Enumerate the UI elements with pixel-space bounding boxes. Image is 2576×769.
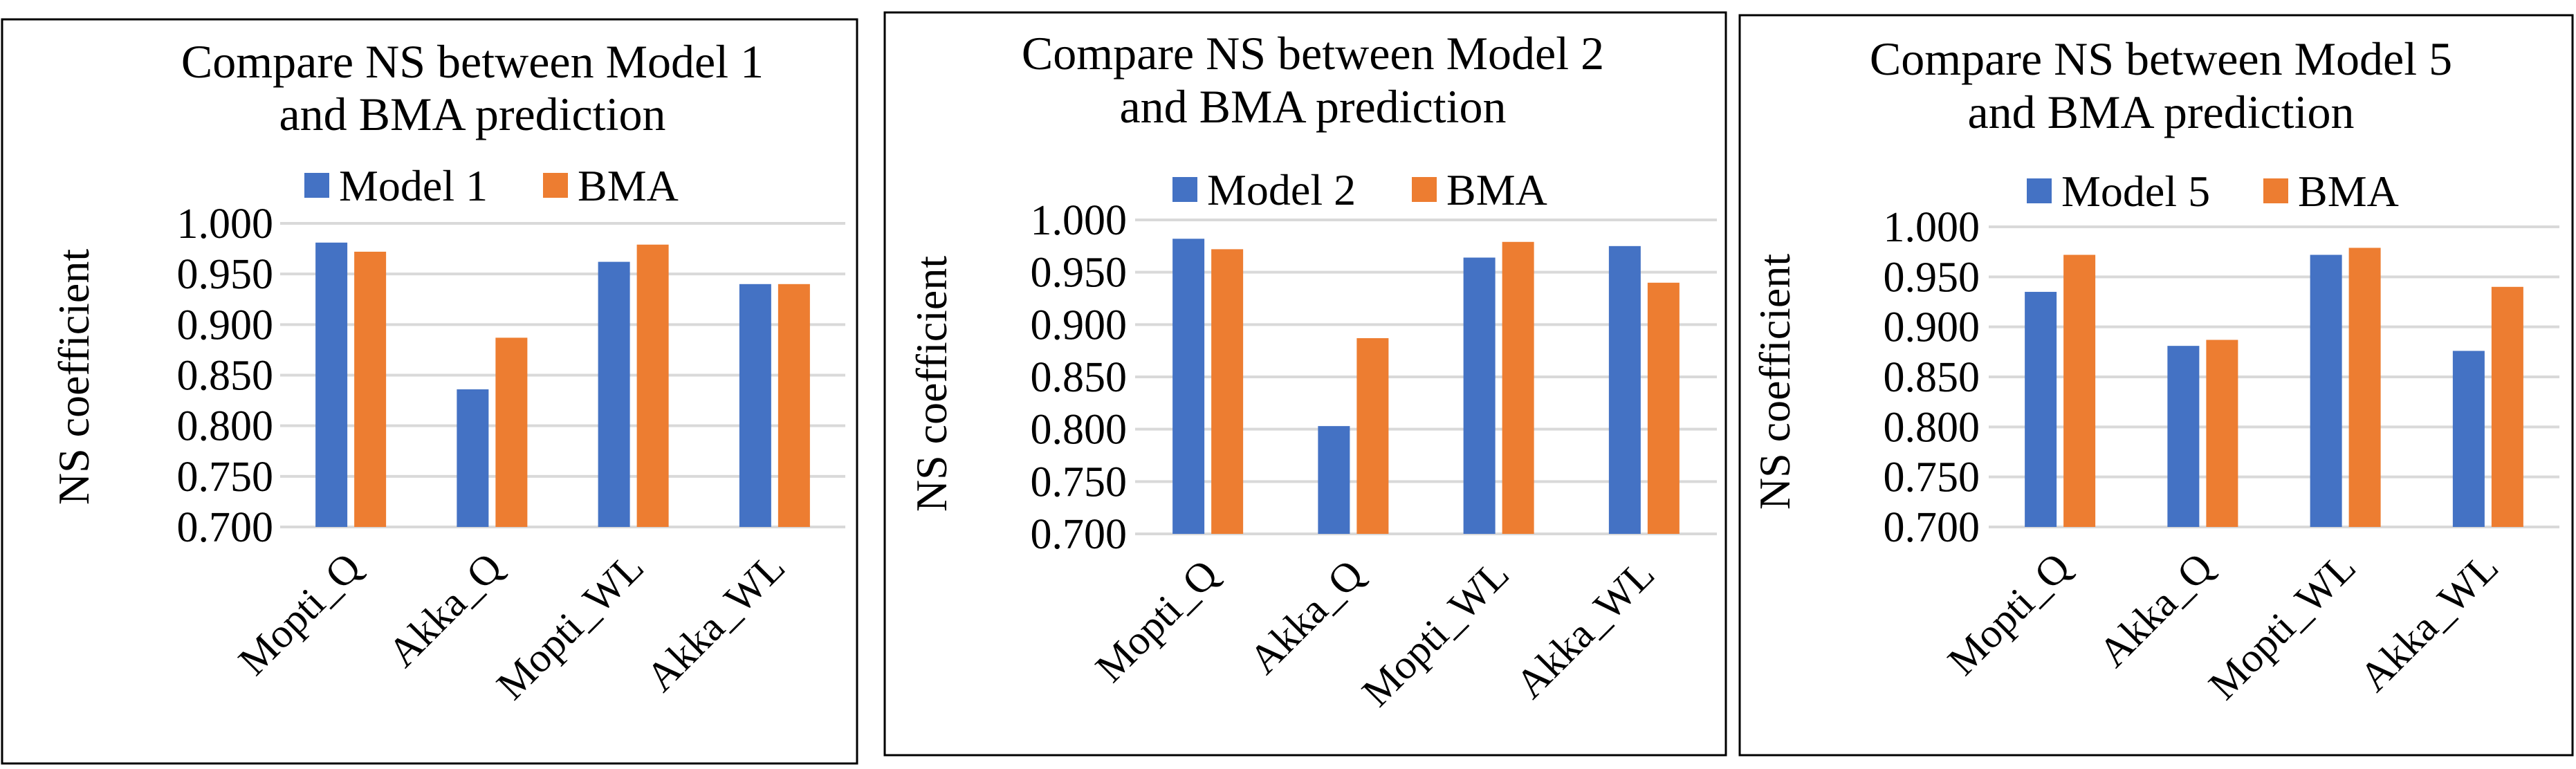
chart-frame [883, 11, 1727, 757]
bar-model-5-mopti_wl [2310, 254, 2342, 527]
bar-model-1-mopti_wl [598, 261, 630, 527]
y-tick-label: 0.850 [1884, 354, 1980, 401]
y-tick-label: 0.700 [1031, 511, 1128, 558]
legend-label: BMA [1446, 165, 1547, 214]
y-tick-label: 0.800 [1884, 404, 1980, 451]
bar-model-5-akka_q [2167, 346, 2200, 527]
y-tick-label: 0.750 [1031, 458, 1128, 506]
bar-bma-mopti_q [2063, 254, 2096, 527]
bar-bma-mopti_wl [1502, 241, 1534, 534]
bar-bma-akka_q [2206, 340, 2238, 527]
y-tick-label: 0.900 [1884, 304, 1980, 351]
bar-bma-akka_wl [1647, 282, 1680, 534]
y-tick-label: 0.750 [1884, 454, 1980, 501]
chart-title-line: Compare NS between Model 2 [1022, 27, 1604, 80]
y-axis-label: NS coefficient [49, 249, 98, 505]
y-tick-label: 0.750 [177, 454, 274, 501]
y-axis-label: NS coefficient [907, 256, 956, 512]
chart-title-line: Compare NS between Model 1 [181, 35, 764, 88]
bar-bma-akka_wl [2491, 286, 2523, 527]
chart-frame [1, 18, 858, 765]
bar-bma-akka_wl [778, 284, 810, 527]
y-tick-label: 0.900 [1031, 302, 1128, 349]
bar-bma-mopti_wl [2348, 248, 2381, 527]
chart-title-line: and BMA prediction [1967, 86, 2354, 138]
chart-title-line: and BMA prediction [279, 88, 665, 140]
chart-panel-model-2: Compare NS between Model 2 and BMA predic… [883, 0, 1729, 769]
chart-frame [1738, 14, 2574, 757]
y-tick-label: 0.700 [1884, 504, 1980, 551]
bar-model-2-akka_wl [1608, 245, 1641, 534]
bar-model-2-akka_q [1318, 426, 1350, 534]
bar-model-1-akka_q [457, 389, 489, 527]
y-tick-label: 1.000 [1031, 197, 1128, 244]
legend-label: Model 1 [339, 161, 488, 210]
legend-label: Model 2 [1207, 165, 1356, 214]
legend-label: BMA [578, 161, 679, 210]
y-tick-label: 1.000 [177, 201, 274, 248]
bar-model-1-mopti_q [315, 242, 348, 527]
y-tick-label: 0.950 [1031, 250, 1128, 297]
chart-title-line: Compare NS between Model 5 [1870, 33, 2452, 85]
bar-model-1-akka_wl [739, 284, 771, 527]
bar-bma-mopti_q [354, 251, 387, 527]
legend-label: Model 5 [2061, 167, 2210, 216]
legend-swatch [1172, 177, 1197, 202]
bar-bma-akka_q [1356, 338, 1389, 534]
bar-model-5-mopti_q [2025, 292, 2057, 527]
y-tick-label: 0.950 [1884, 254, 1980, 301]
bar-model-2-mopti_wl [1463, 257, 1496, 534]
legend-swatch [2263, 178, 2288, 203]
chart-panel-model-5: Compare NS between Model 5 and BMA predic… [1738, 0, 2576, 769]
bar-model-5-akka_wl [2452, 351, 2485, 527]
y-tick-label: 0.800 [177, 403, 274, 450]
y-tick-label: 0.700 [177, 504, 274, 551]
legend-swatch [304, 173, 329, 198]
y-tick-label: 0.800 [1031, 407, 1128, 454]
legend-swatch [1412, 177, 1437, 202]
y-tick-label: 0.850 [177, 353, 274, 400]
bar-bma-akka_q [495, 337, 528, 527]
y-tick-label: 0.900 [177, 302, 274, 349]
bar-model-2-mopti_q [1172, 239, 1205, 534]
y-tick-label: 0.850 [1031, 354, 1128, 401]
legend-label: BMA [2298, 167, 2399, 216]
y-axis-label: NS coefficient [1750, 254, 1799, 510]
chart-title-line: and BMA prediction [1119, 80, 1506, 133]
bar-bma-mopti_wl [636, 244, 669, 527]
chart-panel-model-1: Compare NS between Model 1 and BMA predic… [0, 0, 861, 769]
legend-swatch [543, 173, 568, 198]
bar-bma-mopti_q [1211, 249, 1244, 534]
y-tick-label: 0.950 [177, 251, 274, 298]
legend-swatch [2027, 178, 2052, 203]
y-tick-label: 1.000 [1884, 204, 1980, 251]
